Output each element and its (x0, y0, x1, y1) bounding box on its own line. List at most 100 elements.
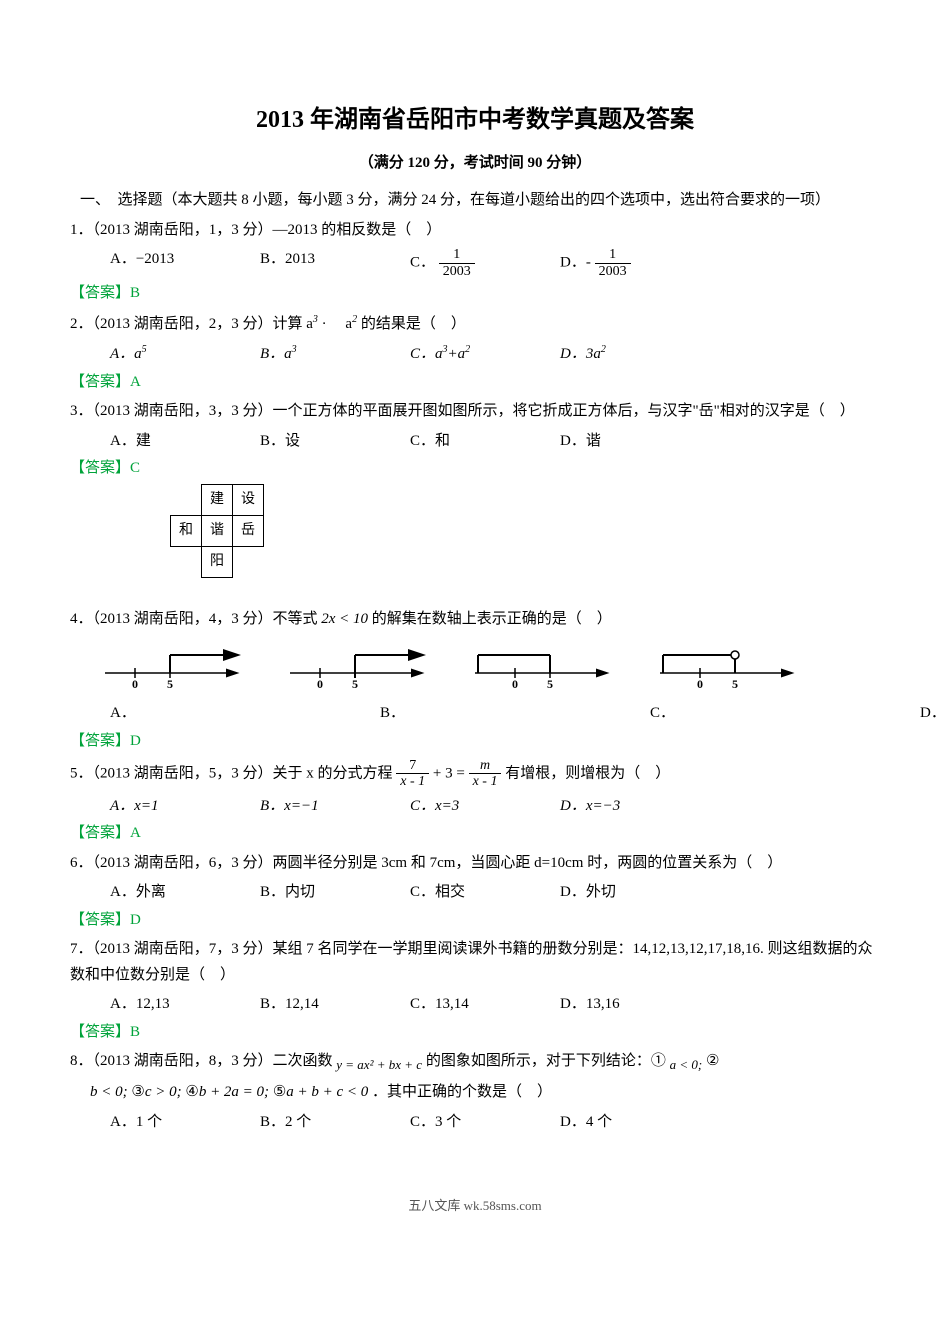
svg-text:5: 5 (352, 677, 358, 688)
q4-label-d: D． (920, 701, 950, 727)
net-cell: 设 (233, 484, 264, 515)
den: 2003 (439, 264, 475, 279)
q1-d-pre: D．- (560, 255, 595, 271)
svg-text:5: 5 (167, 677, 173, 688)
svg-text:0: 0 (697, 677, 703, 688)
section-1-intro: 一、 选择题（本大题共 8 小题，每小题 3 分，满分 24 分，在每道小题给出… (80, 188, 880, 214)
q8-stem-line2: b < 0; ③c > 0; ④b + 2a = 0; ⑤a + b + c <… (90, 1080, 880, 1106)
inequality: 2x < 10 (321, 611, 368, 627)
fraction: 12003 (439, 247, 475, 279)
q6-opt-c: C．相交 (410, 880, 560, 906)
lbl: D．3a (560, 346, 601, 362)
svg-text:0: 0 (132, 677, 138, 688)
q4-label-a: A． (110, 701, 260, 727)
q8-mid: 的图象如图所示，对于下列结论：① (426, 1053, 670, 1069)
q8-c4: b + 2a = 0; (199, 1084, 269, 1100)
q6-stem: 6．（2013 湖南岳阳，6，3 分）两圆半径分别是 3cm 和 7cm，当圆心… (70, 851, 880, 877)
net-cell: 和 (171, 515, 202, 546)
num: 1 (595, 247, 631, 263)
numline-b: 0 5 (285, 643, 430, 698)
q4-post: 的解集在数轴上表示正确的是（ ） (368, 611, 612, 627)
lbl: C．a (410, 346, 443, 362)
q8-circ2: ② (706, 1053, 719, 1069)
q8-c3: c > 0; (145, 1084, 182, 1100)
num: 7 (396, 758, 429, 774)
q5-opt-b: B．x=−1 (260, 794, 410, 820)
exp: 2 (601, 344, 606, 355)
q3-stem: 3．（2013 湖南岳阳，3，3 分）一个正方体的平面展开图如图所示，将它折成正… (70, 399, 880, 425)
q4-label-b: B． (380, 701, 530, 727)
q6-opt-b: B．内切 (260, 880, 410, 906)
q4-pre: 4．（2013 湖南岳阳，4，3 分）不等式 (70, 611, 321, 627)
den: x - 1 (396, 774, 429, 789)
q1-opt-c: C． 12003 (410, 247, 560, 279)
q2-mid: · a (318, 316, 352, 332)
q4-answer: 【答案】D (70, 729, 880, 755)
q8-c5: a + b + c < 0 (286, 1084, 368, 1100)
num: m (469, 758, 502, 774)
q8-opt-c: C．3 个 (410, 1110, 560, 1136)
q3-opt-b: B．设 (260, 429, 410, 455)
q2-answer: 【答案】A (70, 370, 880, 396)
numline-svg: 0 5 (470, 643, 615, 688)
lbl: ③ (131, 1084, 144, 1100)
num: 1 (439, 247, 475, 263)
q2-opt-d: D．3a2 (560, 341, 710, 368)
q2-opt-b: B．a3 (260, 341, 410, 368)
q7-opt-b: B．12,14 (260, 992, 410, 1018)
q5-options: A．x=1 B．x=−1 C．x=3 D．x=−3 (110, 794, 880, 820)
q3-opt-a: A．建 (110, 429, 260, 455)
q1-c-pre: C． (410, 255, 435, 271)
q8-opt-d: D．4 个 (560, 1110, 710, 1136)
q3-opt-d: D．谐 (560, 429, 710, 455)
q8-opt-b: B．2 个 (260, 1110, 410, 1136)
q1-options: A．−2013 B．2013 C． 12003 D．- 12003 (110, 247, 880, 279)
footer: 五八文库 wk.58sms.com (70, 1195, 880, 1217)
q1-answer: 【答案】B (70, 281, 880, 307)
q5-opt-c: C．x=3 (410, 794, 560, 820)
q6-opt-a: A．外离 (110, 880, 260, 906)
svg-text:5: 5 (547, 677, 553, 688)
lbl: A．a (110, 346, 142, 362)
q2-options: A．a5 B．a3 C．a3+a2 D．3a2 (110, 341, 880, 368)
numline-a: 0 5 (100, 643, 245, 698)
numline-svg: 0 5 (100, 643, 245, 688)
q6-options: A．外离 B．内切 C．相交 D．外切 (110, 880, 880, 906)
q7-opt-d: D．13,16 (560, 992, 710, 1018)
svg-text:5: 5 (732, 677, 738, 688)
number-lines: 0 5 0 5 0 5 (100, 643, 880, 698)
q3-opt-c: C．和 (410, 429, 560, 455)
q4-stem: 4．（2013 湖南岳阳，4，3 分）不等式 2x < 10 的解集在数轴上表示… (70, 607, 880, 633)
numline-c: 0 5 (470, 643, 615, 698)
q4-option-labels: A． B． C． D． (110, 701, 880, 727)
fraction: mx - 1 (469, 758, 502, 790)
q5-opt-d: D．x=−3 (560, 794, 710, 820)
q2-pre: 2．（2013 湖南岳阳，2，3 分）计算 a (70, 316, 313, 332)
q1-opt-b: B．2013 (260, 247, 410, 279)
q7-stem: 7．（2013 湖南岳阳，7，3 分）某组 7 名同学在一学期里阅读课外书籍的册… (70, 937, 880, 988)
q7-opt-a: A．12,13 (110, 992, 260, 1018)
exp: 3 (292, 344, 297, 355)
exp: 2 (465, 344, 470, 355)
q8-options: A．1 个 B．2 个 C．3 个 D．4 个 (110, 1110, 880, 1136)
q7-answer: 【答案】B (70, 1020, 880, 1046)
net-cell: 岳 (233, 515, 264, 546)
den: 2003 (595, 264, 631, 279)
q7-opt-c: C．13,14 (410, 992, 560, 1018)
q8-post: ．其中正确的个数是（ ） (372, 1084, 552, 1100)
q5-answer: 【答案】A (70, 821, 880, 847)
q8-opt-a: A．1 个 (110, 1110, 260, 1136)
fraction: 12003 (595, 247, 631, 279)
q1-opt-d: D．- 12003 (560, 247, 710, 279)
q5-opt-a: A．x=1 (110, 794, 260, 820)
q3-answer: 【答案】C (70, 456, 880, 482)
q2-opt-c: C．a3+a2 (410, 341, 560, 368)
exp: 5 (142, 344, 147, 355)
q2-stem: 2．（2013 湖南岳阳，2，3 分）计算 a3 · a2 的结果是（ ） (70, 311, 880, 338)
q5-stem: 5．（2013 湖南岳阳，5，3 分）关于 x 的分式方程 7x - 1 + 3… (70, 758, 880, 790)
q6-opt-d: D．外切 (560, 880, 710, 906)
subtitle: （满分 120 分，考试时间 90 分钟） (70, 151, 880, 177)
q1-opt-a: A．−2013 (110, 247, 260, 279)
fraction: 7x - 1 (396, 758, 429, 790)
q2-opt-a: A．a5 (110, 341, 260, 368)
